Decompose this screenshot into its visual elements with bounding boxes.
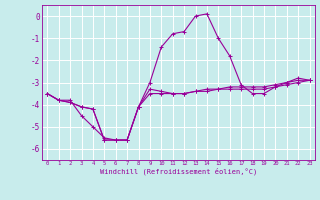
- X-axis label: Windchill (Refroidissement éolien,°C): Windchill (Refroidissement éolien,°C): [100, 168, 257, 175]
